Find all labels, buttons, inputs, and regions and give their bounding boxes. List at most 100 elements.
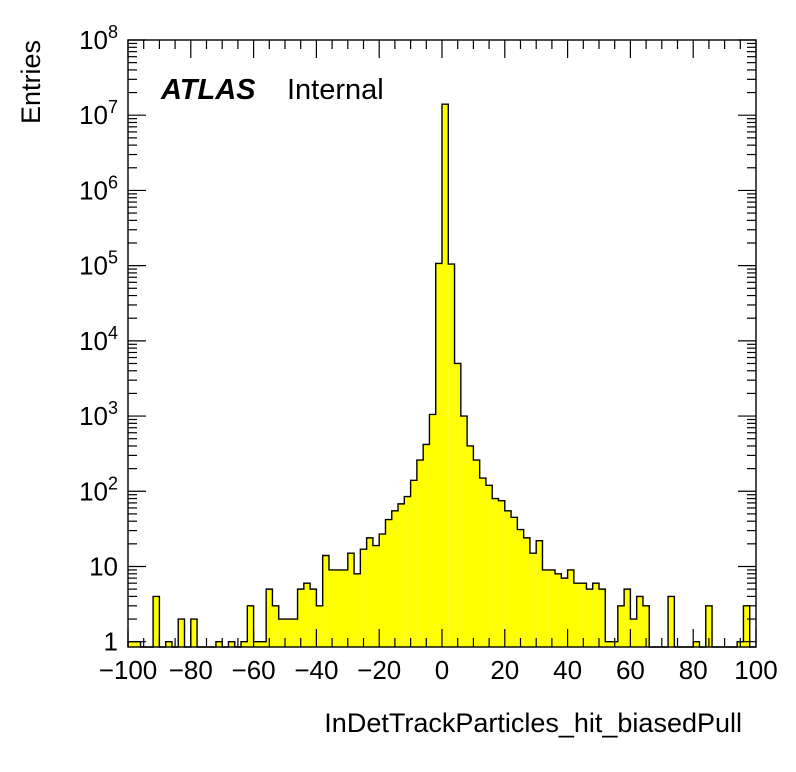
- histogram-bar: [328, 569, 336, 647]
- y-tick-label: 1: [104, 627, 118, 657]
- histogram-bar: [360, 549, 367, 647]
- histogram-bar: [511, 517, 518, 647]
- histogram-bar: [190, 619, 198, 647]
- histogram-bar: [385, 519, 392, 647]
- histogram-bar: [561, 578, 568, 647]
- x-tick-label: −60: [232, 655, 276, 685]
- histogram-bar: [134, 641, 141, 647]
- histogram-bar: [498, 500, 505, 647]
- histogram-bar: [241, 641, 248, 647]
- histogram-bar: [215, 641, 223, 647]
- histogram-bar: [178, 619, 185, 647]
- plot-frame: [127, 39, 757, 648]
- histogram-bar: [391, 510, 399, 647]
- histogram-bar: [278, 619, 285, 647]
- histogram-bar: [542, 569, 549, 647]
- histogram-bar: [410, 480, 417, 647]
- histogram-bar: [555, 573, 562, 647]
- histogram-bar: [310, 589, 317, 647]
- axis-ticks: [127, 39, 757, 647]
- histogram-bar: [153, 596, 160, 647]
- histogram-bar: [423, 444, 430, 647]
- histogram-bar: [303, 583, 311, 647]
- histogram-bar: [624, 589, 631, 647]
- histogram-bar: [404, 496, 411, 647]
- y-tick-labels: 1 10 102 103 104 105 106 107 108: [79, 22, 118, 657]
- histogram-outline: [127, 103, 756, 648]
- histogram-bar: [605, 641, 612, 647]
- histogram-bar: [460, 416, 468, 647]
- histogram-bar: [128, 641, 135, 647]
- x-axis-title: InDetTrackParticles_hit_biasedPull: [324, 708, 742, 738]
- histogram-bar: [492, 498, 499, 647]
- histogram-bar: [347, 553, 355, 647]
- y-axis-title: Entries: [16, 40, 46, 124]
- histogram-bar: [266, 589, 273, 647]
- histogram-bar: [372, 545, 380, 647]
- histogram-bar: [247, 605, 254, 647]
- histogram-bar: [586, 589, 593, 647]
- histogram-bar: [473, 460, 480, 647]
- histogram-bar: [504, 510, 512, 647]
- histogram-bar: [442, 104, 449, 647]
- y-tick-label: 106: [79, 172, 118, 205]
- histogram-bar: [636, 596, 643, 647]
- histogram-bar: [485, 485, 493, 647]
- histogram-bar: [743, 605, 750, 647]
- histogram-bar: [272, 605, 279, 647]
- x-tick-label: 40: [553, 655, 582, 685]
- histogram-bar: [517, 529, 524, 647]
- histogram-bar: [335, 569, 342, 647]
- internal-label: Internal: [287, 74, 384, 106]
- histogram-bar: [693, 641, 700, 647]
- histogram-bar: [448, 264, 455, 647]
- histogram-bar: [435, 263, 442, 647]
- x-tick-label: −40: [294, 655, 338, 685]
- x-tick-label: −80: [169, 655, 213, 685]
- y-tick-label: 103: [79, 398, 118, 431]
- histogram-bar: [536, 540, 543, 647]
- histogram-bar: [548, 569, 556, 647]
- histogram-bar: [259, 641, 267, 647]
- histogram-bars: [128, 104, 750, 647]
- histogram-bar: [253, 641, 260, 647]
- x-tick-label: −100: [99, 655, 158, 685]
- histogram-bar: [630, 619, 637, 647]
- histogram-bar: [642, 605, 650, 647]
- x-tick-label: −20: [357, 655, 401, 685]
- histogram-bar: [322, 555, 329, 647]
- histogram-bar: [354, 573, 361, 647]
- x-tick-label: 80: [679, 655, 708, 685]
- x-tick-labels: −100 −80 −60 −40 −20 0 20 40 60 80 100: [99, 655, 778, 685]
- histogram-bar: [479, 478, 486, 647]
- histogram-bar: [291, 619, 298, 647]
- histogram-bar: [467, 445, 474, 647]
- y-tick-label: 102: [79, 473, 118, 506]
- y-tick-label: 105: [79, 248, 118, 281]
- histogram-bar: [379, 534, 386, 647]
- histogram-bar: [366, 537, 373, 647]
- histogram-bar: [228, 641, 235, 647]
- histogram-bar: [529, 553, 537, 647]
- y-tick-label: 104: [79, 323, 118, 356]
- histogram-bar: [454, 363, 461, 647]
- histogram-bar: [705, 605, 713, 647]
- histogram-bar: [599, 589, 606, 647]
- histogram-bar: [398, 503, 405, 647]
- histogram-bar: [285, 619, 292, 647]
- histogram-bar: [341, 569, 348, 647]
- x-tick-label: 60: [616, 655, 645, 685]
- histogram-bar: [165, 641, 172, 647]
- histogram-bar: [668, 596, 675, 647]
- histogram-bar: [592, 583, 599, 647]
- atlas-label: ATLAS: [160, 74, 256, 106]
- histogram-bar: [429, 414, 436, 647]
- y-tick-label: 10: [89, 551, 118, 581]
- histogram-bar: [580, 583, 587, 647]
- y-tick-label: 107: [79, 97, 118, 130]
- y-tick-label: 108: [79, 22, 118, 55]
- x-tick-label: 100: [734, 655, 777, 685]
- histogram-bar: [316, 605, 323, 647]
- histogram-bar: [523, 537, 530, 647]
